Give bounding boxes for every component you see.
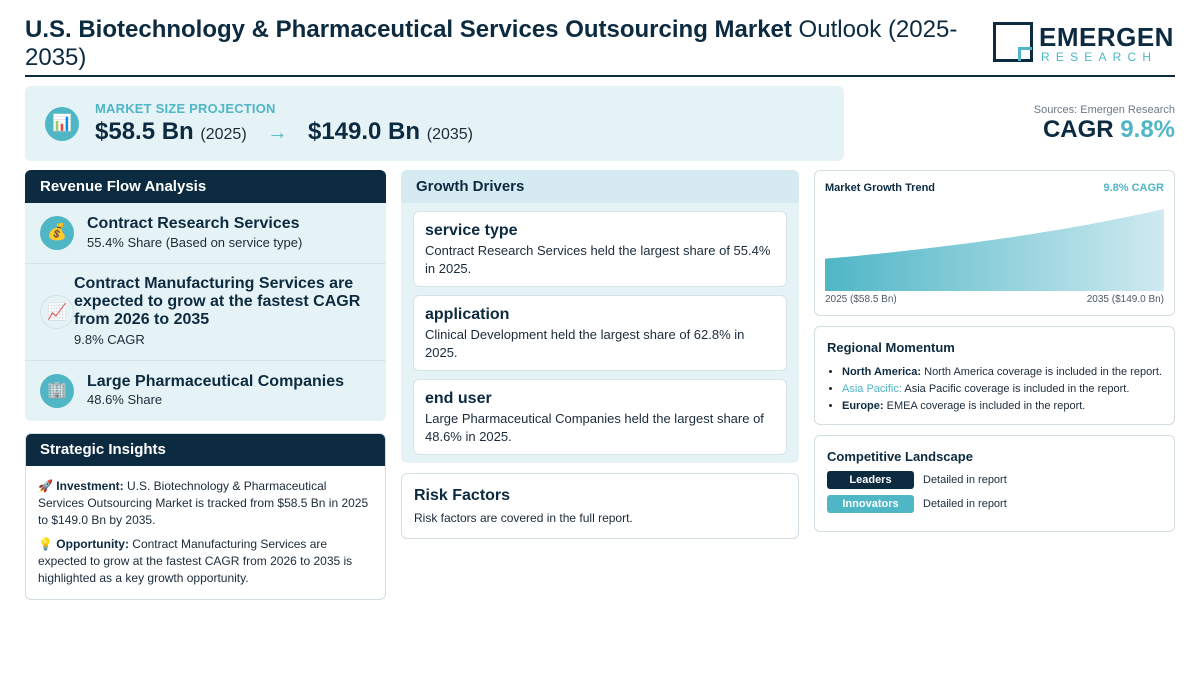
driver-card-text: Contract Research Services held the larg… bbox=[425, 243, 771, 276]
regional-momentum-panel: Regional Momentum North America: North A… bbox=[814, 326, 1175, 425]
investment-insight: 🚀 Investment: U.S. Biotechnology & Pharm… bbox=[38, 479, 369, 527]
revenue-item: 📈 Contract Manufacturing Services are ex… bbox=[25, 264, 386, 361]
revenue-item-title: Large Pharmaceutical Companies bbox=[87, 373, 344, 390]
revenue-item-title: Contract Research Services bbox=[87, 215, 300, 232]
competitive-landscape-title: Competitive Landscape bbox=[827, 449, 973, 464]
emergen-logo: EMERGEN RESEARCH bbox=[993, 22, 1173, 66]
projection-label: MARKET SIZE PROJECTION bbox=[95, 101, 276, 116]
trend-start-label: 2025 ($58.5 Bn) bbox=[825, 294, 897, 305]
driver-card-title: end user bbox=[425, 390, 492, 407]
revenue-flow-panel: Revenue Flow Analysis 💰 Contract Researc… bbox=[25, 170, 386, 421]
logo-main-text: EMERGEN bbox=[1039, 22, 1174, 52]
driver-card-title: service type bbox=[425, 222, 518, 239]
revenue-item-sub: 48.6% Share bbox=[87, 392, 163, 407]
start-value: $58.5 Bn bbox=[95, 118, 194, 145]
sources-text: Sources: Emergen Research bbox=[1033, 104, 1175, 116]
risk-factors-title: Risk Factors bbox=[414, 487, 511, 504]
driver-card: application Clinical Development held th… bbox=[413, 295, 787, 371]
building-icon: 🏢 bbox=[40, 374, 74, 408]
region-item: Europe: EMEA coverage is included in the… bbox=[842, 398, 1172, 415]
risk-factors-text: Risk factors are covered in the full rep… bbox=[414, 511, 633, 525]
lightbulb-icon: 💡 bbox=[38, 537, 53, 551]
region-item: Asia Pacific: Asia Pacific coverage is i… bbox=[842, 381, 1172, 398]
revenue-item-sub: 9.8% CAGR bbox=[74, 332, 145, 347]
leaders-badge: Leaders bbox=[827, 471, 914, 489]
driver-card-title: application bbox=[425, 306, 510, 323]
leaders-text: Detailed in report bbox=[923, 474, 1007, 486]
cagr-headline: CAGR 9.8% bbox=[1042, 116, 1175, 143]
page-title: U.S. Biotechnology & Pharmaceutical Serv… bbox=[25, 16, 958, 71]
regional-momentum-title: Regional Momentum bbox=[827, 340, 955, 355]
strategic-insights-panel: Strategic Insights 🚀 Investment: U.S. Bi… bbox=[25, 433, 386, 600]
trend-end-label: 2035 ($149.0 Bn) bbox=[1086, 294, 1164, 305]
strategic-insights-title: Strategic Insights bbox=[26, 434, 385, 466]
trend-title: Market Growth Trend bbox=[825, 182, 936, 194]
region-list: North America: North America coverage is… bbox=[842, 364, 1172, 415]
trend-cagr: 9.8% CAGR bbox=[1103, 182, 1164, 194]
growth-drivers-title: Growth Drivers bbox=[401, 170, 799, 203]
page-header: U.S. Biotechnology & Pharmaceutical Serv… bbox=[25, 14, 1175, 77]
innovators-badge: Innovators bbox=[827, 495, 914, 513]
growth-drivers-panel: Growth Drivers service type Contract Res… bbox=[401, 170, 799, 463]
driver-card-text: Large Pharmaceutical Companies held the … bbox=[425, 411, 764, 444]
competitive-landscape-panel: Competitive Landscape Leaders Detailed i… bbox=[814, 435, 1175, 532]
end-year: (2035) bbox=[426, 126, 473, 143]
trend-area bbox=[825, 209, 1164, 291]
chart-up-icon: 📈 bbox=[40, 295, 74, 329]
revenue-item: 🏢 Large Pharmaceutical Companies 48.6% S… bbox=[25, 361, 386, 421]
rocket-icon: 🚀 bbox=[38, 479, 53, 493]
innovators-text: Detailed in report bbox=[923, 498, 1007, 510]
end-value: $149.0 Bn bbox=[307, 118, 421, 145]
market-growth-trend-panel: Market Growth Trend 9.8% CAGR 2025 ($58.… bbox=[814, 170, 1175, 316]
arrow-right-icon: → bbox=[267, 122, 288, 144]
projection-values: $58.5 Bn (2025) → $149.0 Bn (2035) bbox=[95, 118, 473, 146]
start-year: (2025) bbox=[200, 126, 247, 143]
revenue-item: 💰 Contract Research Services 55.4% Share… bbox=[25, 203, 386, 264]
opportunity-insight: 💡 Opportunity: Contract Manufacturing Se… bbox=[38, 537, 353, 585]
bar-chart-icon: 📊 bbox=[45, 107, 79, 141]
logo-mark-icon bbox=[993, 22, 1033, 62]
market-size-projection: 📊 MARKET SIZE PROJECTION $58.5 Bn (2025)… bbox=[25, 86, 844, 161]
logo-sub-text: RESEARCH bbox=[1041, 50, 1158, 64]
risk-factors-panel: Risk Factors Risk factors are covered in… bbox=[401, 473, 799, 539]
driver-card-text: Clinical Development held the largest sh… bbox=[425, 327, 745, 360]
revenue-item-sub: 55.4% Share (Based on service type) bbox=[87, 235, 303, 250]
trend-area-chart bbox=[825, 209, 1164, 291]
driver-card: service type Contract Research Services … bbox=[413, 211, 787, 287]
money-bag-icon: 💰 bbox=[40, 216, 74, 250]
driver-card: end user Large Pharmaceutical Companies … bbox=[413, 379, 787, 455]
revenue-flow-title: Revenue Flow Analysis bbox=[25, 170, 386, 203]
revenue-item-title: Contract Manufacturing Services are expe… bbox=[74, 275, 361, 328]
region-item: North America: North America coverage is… bbox=[842, 364, 1172, 381]
